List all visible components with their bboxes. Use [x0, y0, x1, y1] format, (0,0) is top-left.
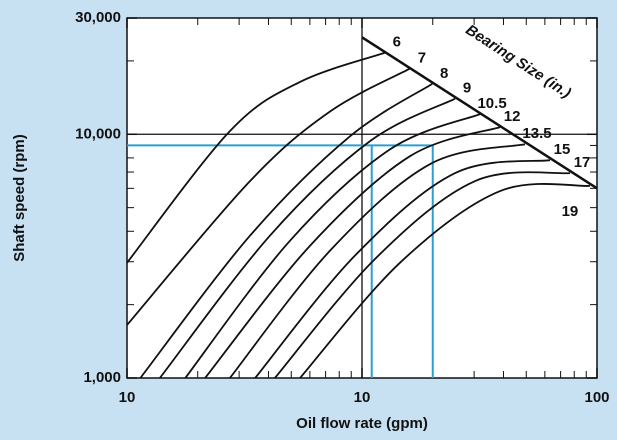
- x-tick-label: 100: [584, 389, 609, 406]
- curve: [254, 159, 551, 379]
- curve: [204, 126, 501, 379]
- curve: [184, 113, 481, 379]
- diagonal-line: [361, 36, 598, 190]
- y-tick-label: 30,000: [75, 9, 121, 26]
- curve-label: 17: [574, 154, 591, 171]
- y-axis-label: Shaft speed (rpm): [11, 134, 28, 262]
- curve: [229, 143, 526, 379]
- curve: [126, 51, 386, 264]
- curve-label: 6: [393, 34, 401, 51]
- x-tick-label: 10: [354, 389, 371, 406]
- curve-label: 15: [554, 141, 571, 158]
- curve: [139, 83, 433, 379]
- curve: [159, 97, 456, 379]
- curve-label: 13.5: [522, 125, 551, 142]
- curve-label: 12: [504, 108, 521, 125]
- x-tick-label: 10: [119, 389, 136, 406]
- curve-label: 10.5: [477, 95, 506, 112]
- curve-label: 9: [463, 80, 471, 97]
- curve-label: 19: [562, 203, 579, 220]
- curve: [274, 171, 571, 379]
- y-tick-label: 1,000: [83, 369, 121, 386]
- curve-label: 8: [440, 65, 448, 82]
- curve: [126, 67, 411, 326]
- y-tick-label: 10,000: [75, 125, 121, 142]
- x-axis-label: Oil flow rate (gpm): [296, 415, 428, 432]
- curve: [299, 183, 590, 379]
- curve-label: 7: [418, 50, 426, 67]
